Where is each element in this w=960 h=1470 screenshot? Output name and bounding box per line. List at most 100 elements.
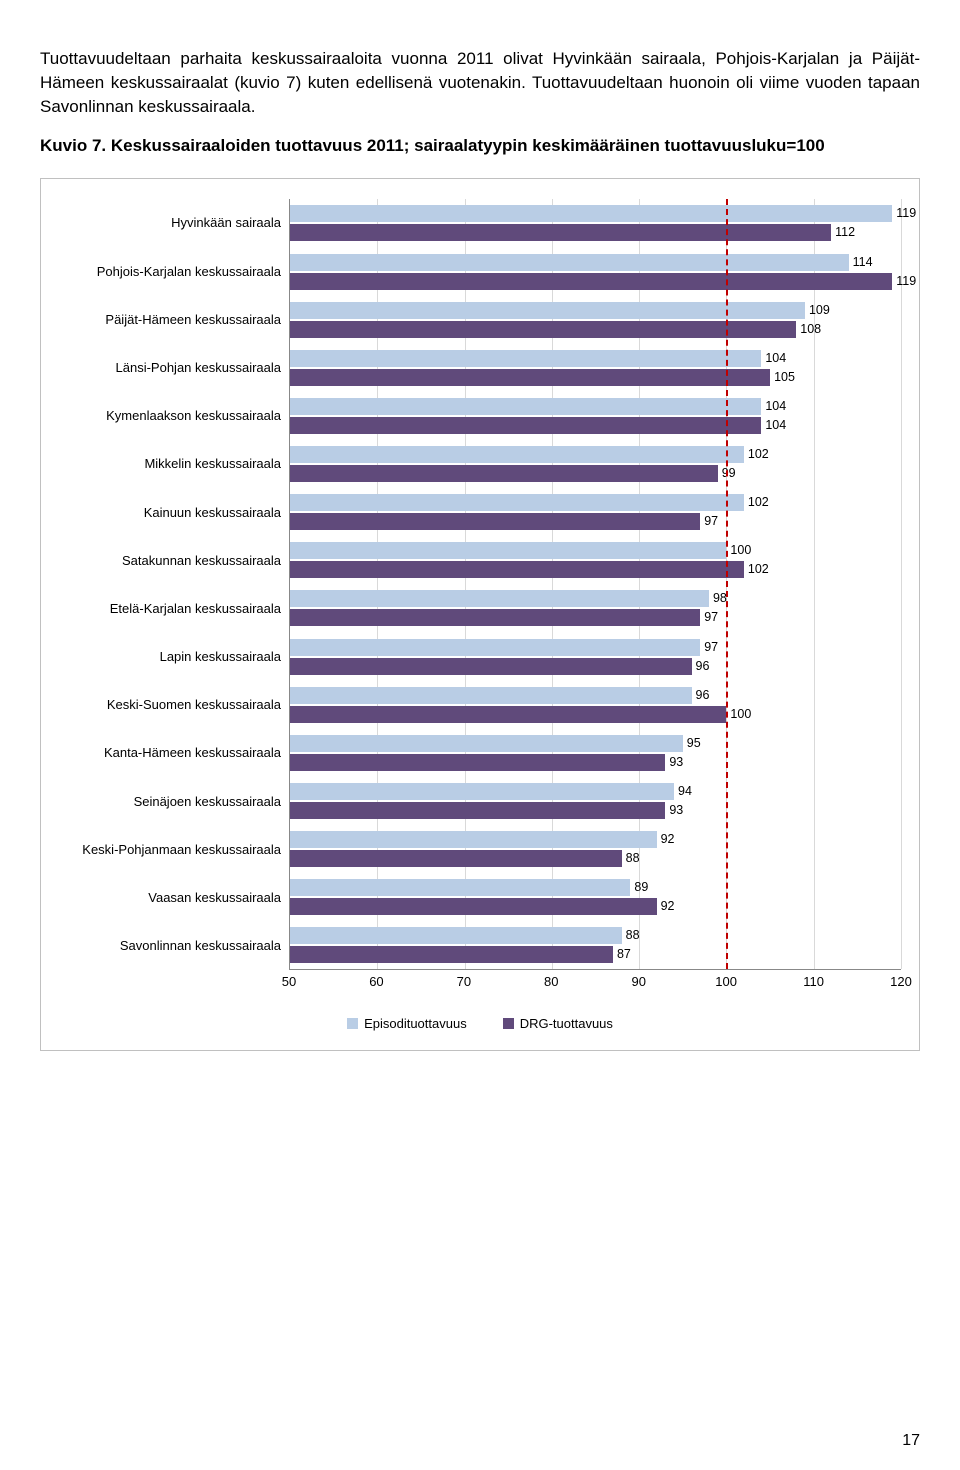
bar-group: 104105 bbox=[290, 344, 901, 392]
bar bbox=[290, 658, 692, 675]
legend-swatch bbox=[347, 1018, 358, 1029]
bar-value: 97 bbox=[700, 639, 718, 656]
bar-group: 104104 bbox=[290, 392, 901, 440]
bar-group: 8887 bbox=[290, 921, 901, 969]
bar bbox=[290, 494, 744, 511]
category-label: Keski-Suomen keskussairaala bbox=[59, 681, 289, 729]
bar-value: 94 bbox=[674, 783, 692, 800]
y-axis-labels: Hyvinkään sairaalaPohjois-Karjalan kesku… bbox=[59, 199, 289, 970]
bar-value: 89 bbox=[630, 879, 648, 896]
bar-value: 96 bbox=[692, 658, 710, 675]
x-tick: 110 bbox=[803, 974, 824, 989]
category-label: Seinäjoen keskussairaala bbox=[59, 778, 289, 826]
bar-value: 97 bbox=[700, 609, 718, 626]
bar-value: 105 bbox=[770, 369, 795, 386]
page-number: 17 bbox=[902, 1432, 920, 1450]
bar bbox=[290, 783, 674, 800]
gridline bbox=[901, 199, 902, 969]
x-tick: 80 bbox=[544, 974, 558, 989]
bar bbox=[290, 369, 770, 386]
bar-value: 92 bbox=[657, 898, 675, 915]
legend-item: Episodituottavuus bbox=[347, 1016, 467, 1031]
category-label: Satakunnan keskussairaala bbox=[59, 537, 289, 585]
category-label: Pohjois-Karjalan keskussairaala bbox=[59, 248, 289, 296]
bar bbox=[290, 706, 726, 723]
bar bbox=[290, 590, 709, 607]
bar bbox=[290, 205, 892, 222]
bar bbox=[290, 513, 700, 530]
bar-group: 9897 bbox=[290, 584, 901, 632]
bar-group: 109108 bbox=[290, 296, 901, 344]
legend-item: DRG-tuottavuus bbox=[503, 1016, 613, 1031]
bar-value: 102 bbox=[744, 446, 769, 463]
bar bbox=[290, 224, 831, 241]
bar-group: 114119 bbox=[290, 248, 901, 296]
bar-value: 112 bbox=[831, 224, 855, 241]
bar-value: 95 bbox=[683, 735, 701, 752]
bar-value: 108 bbox=[796, 321, 821, 338]
bar bbox=[290, 639, 700, 656]
bar bbox=[290, 850, 622, 867]
category-label: Lapin keskussairaala bbox=[59, 633, 289, 681]
bar bbox=[290, 927, 622, 944]
bar bbox=[290, 417, 761, 434]
bar-value: 88 bbox=[622, 927, 640, 944]
bar bbox=[290, 542, 726, 559]
bar-group: 89 92 bbox=[290, 873, 901, 921]
bar-group: 100102 bbox=[290, 536, 901, 584]
bar bbox=[290, 879, 630, 896]
bar bbox=[290, 321, 796, 338]
bar bbox=[290, 350, 761, 367]
x-axis-ticks: 5060708090100110120 bbox=[289, 970, 901, 994]
bar-value: 92 bbox=[657, 831, 675, 848]
bar bbox=[290, 898, 657, 915]
x-tick: 70 bbox=[457, 974, 471, 989]
bar-group: 9796 bbox=[290, 633, 901, 681]
bar bbox=[290, 273, 892, 290]
bar-group: 119112 bbox=[290, 199, 901, 247]
bar-value: 119 bbox=[892, 273, 916, 290]
bar bbox=[290, 561, 744, 578]
bar bbox=[290, 446, 744, 463]
x-tick: 120 bbox=[890, 974, 912, 989]
category-label: Kanta-Hämeen keskussairaala bbox=[59, 729, 289, 777]
bar bbox=[290, 465, 718, 482]
bar-value: 93 bbox=[665, 802, 683, 819]
bar-value: 109 bbox=[805, 302, 830, 319]
bar-value: 88 bbox=[622, 850, 640, 867]
bar-group: 10297 bbox=[290, 488, 901, 536]
bar-group: 96 100 bbox=[290, 681, 901, 729]
bar-value: 97 bbox=[700, 513, 718, 530]
bar-value: 87 bbox=[613, 946, 631, 963]
bar-value: 96 bbox=[692, 687, 710, 704]
bar-value: 104 bbox=[761, 350, 786, 367]
x-tick: 50 bbox=[282, 974, 296, 989]
category-label: Länsi-Pohjan keskussairaala bbox=[59, 344, 289, 392]
chart-container: Hyvinkään sairaalaPohjois-Karjalan kesku… bbox=[40, 178, 920, 1051]
x-tick: 100 bbox=[715, 974, 737, 989]
category-label: Kainuun keskussairaala bbox=[59, 489, 289, 537]
reference-line bbox=[726, 199, 728, 969]
x-tick: 90 bbox=[631, 974, 645, 989]
bar-value: 98 bbox=[709, 590, 727, 607]
bar-value: 100 bbox=[726, 706, 751, 723]
chart-heading: Kuvio 7. Keskussairaaloiden tuottavuus 2… bbox=[40, 136, 920, 156]
bar-value: 119 bbox=[892, 205, 916, 222]
bar bbox=[290, 609, 700, 626]
bar bbox=[290, 254, 849, 271]
category-label: Vaasan keskussairaala bbox=[59, 874, 289, 922]
bar-value: 93 bbox=[665, 754, 683, 771]
bar-group: 9593 bbox=[290, 729, 901, 777]
plot-area: 1191121141191091081041051041041029910297… bbox=[289, 199, 901, 970]
category-label: Keski-Pohjanmaan keskussairaala bbox=[59, 826, 289, 874]
legend-label: Episodituottavuus bbox=[364, 1016, 467, 1031]
category-label: Mikkelin keskussairaala bbox=[59, 440, 289, 488]
bar bbox=[290, 946, 613, 963]
bar bbox=[290, 398, 761, 415]
bar-value: 102 bbox=[744, 561, 769, 578]
bar-group: 92 88 bbox=[290, 825, 901, 873]
bar-group: 10299 bbox=[290, 440, 901, 488]
legend-swatch bbox=[503, 1018, 514, 1029]
bar bbox=[290, 754, 665, 771]
bar-value: 104 bbox=[761, 398, 786, 415]
